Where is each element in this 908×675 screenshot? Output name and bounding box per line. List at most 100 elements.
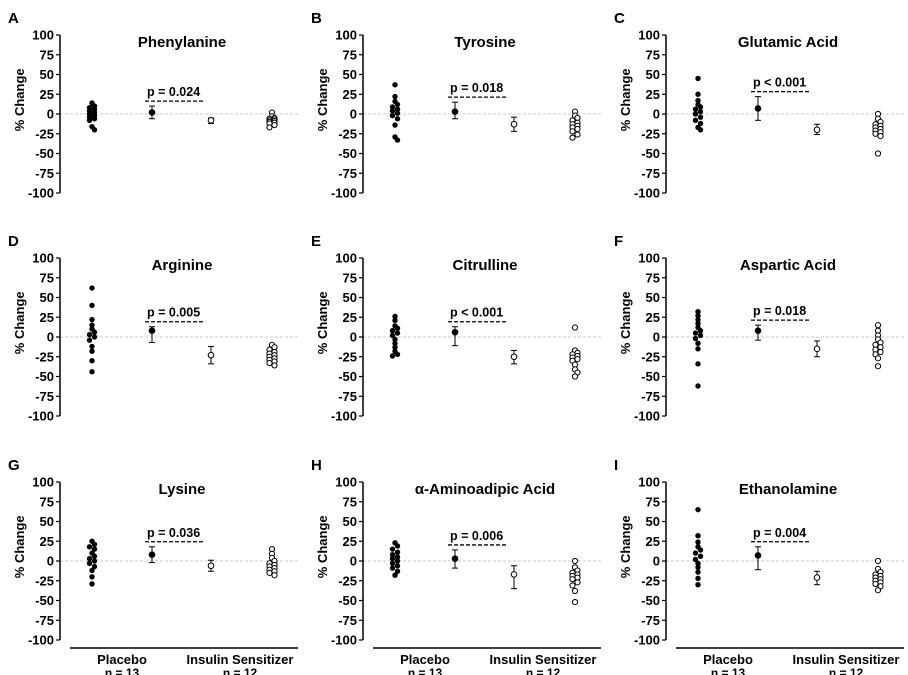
y-tick-label: 25: [646, 534, 660, 549]
sensitizer-point: [569, 134, 576, 141]
y-tick-label: 100: [335, 28, 357, 43]
placebo-point: [91, 329, 98, 335]
sensitizer-point: [271, 121, 278, 129]
y-tick-label: -75: [35, 389, 54, 404]
placebo-point: [389, 112, 396, 119]
placebo-point: [89, 567, 95, 574]
placebo-point: [697, 327, 704, 334]
sensitizer-mean: [813, 126, 821, 134]
placebo-point: [389, 353, 396, 359]
placebo-point: [86, 544, 93, 550]
panel-letter: F: [614, 233, 623, 250]
y-axis-label: % Change: [315, 291, 330, 354]
y-tick-label: -25: [641, 349, 660, 364]
placebo-point: [692, 550, 699, 556]
x-n-label: n = 12: [829, 666, 864, 675]
y-tick-label: 0: [47, 330, 54, 345]
placebo-point: [695, 564, 701, 571]
y-tick-label: 25: [40, 87, 54, 102]
sensitizer-point: [574, 579, 581, 586]
placebo-point: [697, 547, 704, 553]
placebo-point: [695, 539, 701, 545]
panel-title: α-Aminoadipic Acid: [415, 481, 555, 498]
placebo-point: [692, 330, 699, 336]
y-tick-label: -100: [28, 409, 54, 424]
panel-chart: C Glutamic Acid 100 75 50 25 0 -25 -50 -75 -100 % C…: [614, 10, 904, 201]
placebo-mean: [451, 108, 459, 115]
y-tick-label: -25: [35, 126, 54, 141]
sensitizer-mean: [207, 562, 215, 570]
y-tick-label: 100: [638, 475, 660, 490]
p-value: p = 0.018: [450, 81, 503, 95]
y-tick-label: 0: [47, 107, 54, 122]
y-tick-label: -25: [35, 349, 54, 364]
sensitizer-point: [571, 557, 579, 565]
placebo-point: [697, 104, 704, 110]
sensitizer-point: [271, 362, 278, 369]
placebo-mean: [148, 327, 156, 334]
panel-d: D Arginine 100 75 50 25 0 -25 -50 -75 -100 % Change…: [0, 228, 300, 448]
placebo-point: [389, 108, 396, 114]
placebo-point: [695, 346, 701, 352]
y-tick-label: 75: [40, 47, 54, 62]
x-n-label: n = 12: [223, 666, 258, 675]
sensitizer-point: [874, 355, 882, 362]
placebo-point: [91, 546, 98, 552]
placebo-point: [392, 336, 398, 343]
placebo-point: [695, 506, 701, 513]
y-tick-label: 100: [335, 475, 357, 490]
panel-letter: I: [614, 457, 618, 474]
y-tick-label: 50: [646, 290, 660, 305]
placebo-point: [86, 560, 93, 567]
y-tick-label: 0: [653, 107, 660, 122]
placebo-point: [695, 533, 701, 539]
p-value: p = 0.036: [147, 526, 200, 540]
sensitizer-mean: [207, 117, 215, 124]
placebo-point: [86, 555, 93, 562]
x-category-label: Insulin Sensitizer: [490, 652, 597, 667]
panel-c: C Glutamic Acid 100 75 50 25 0 -25 -50 -75 -100 % C…: [606, 5, 906, 225]
placebo-point: [389, 546, 396, 552]
panel-title: Aspartic Acid: [740, 257, 836, 274]
placebo-point: [695, 383, 701, 389]
y-tick-label: 0: [653, 554, 660, 569]
x-n-label: n = 13: [711, 666, 746, 675]
placebo-mean: [148, 109, 156, 116]
sensitizer-point: [571, 324, 579, 331]
y-tick-label: -75: [35, 166, 54, 181]
p-value: p < 0.001: [753, 76, 806, 90]
sensitizer-point: [874, 322, 882, 329]
panel-chart: D Arginine 100 75 50 25 0 -25 -50 -75 -100 % Change…: [8, 233, 298, 424]
y-tick-label: 75: [343, 270, 357, 285]
placebo-point: [394, 106, 401, 112]
y-tick-label: -100: [634, 633, 660, 648]
placebo-point: [394, 110, 401, 116]
placebo-point: [695, 361, 701, 367]
placebo-point: [91, 334, 98, 340]
y-tick-label: 100: [32, 251, 54, 266]
panel-e: E Citrulline 100 75 50 25 0 -25 -50 -75 -100 % Chan…: [303, 228, 603, 448]
placebo-point: [389, 551, 396, 558]
panel-title: Tyrosine: [454, 34, 515, 51]
panel-title: Phenylanine: [138, 34, 226, 51]
panel-letter: H: [311, 457, 322, 474]
y-tick-label: 25: [646, 87, 660, 102]
y-tick-label: -50: [35, 369, 54, 384]
sensitizer-mean: [510, 571, 518, 578]
y-tick-label: 100: [335, 251, 357, 266]
placebo-point: [394, 549, 401, 556]
y-tick-label: 75: [646, 47, 660, 62]
y-axis-label: % Change: [12, 68, 27, 131]
placebo-point: [394, 116, 401, 122]
y-tick-label: 50: [40, 290, 54, 305]
placebo-point: [697, 127, 704, 133]
y-tick-label: -50: [35, 593, 54, 608]
sensitizer-point: [266, 569, 273, 576]
placebo-point: [89, 322, 95, 328]
y-tick-label: 100: [32, 28, 54, 43]
placebo-point: [392, 313, 398, 320]
y-axis-label: % Change: [618, 515, 633, 578]
sensitizer-point: [569, 128, 576, 135]
